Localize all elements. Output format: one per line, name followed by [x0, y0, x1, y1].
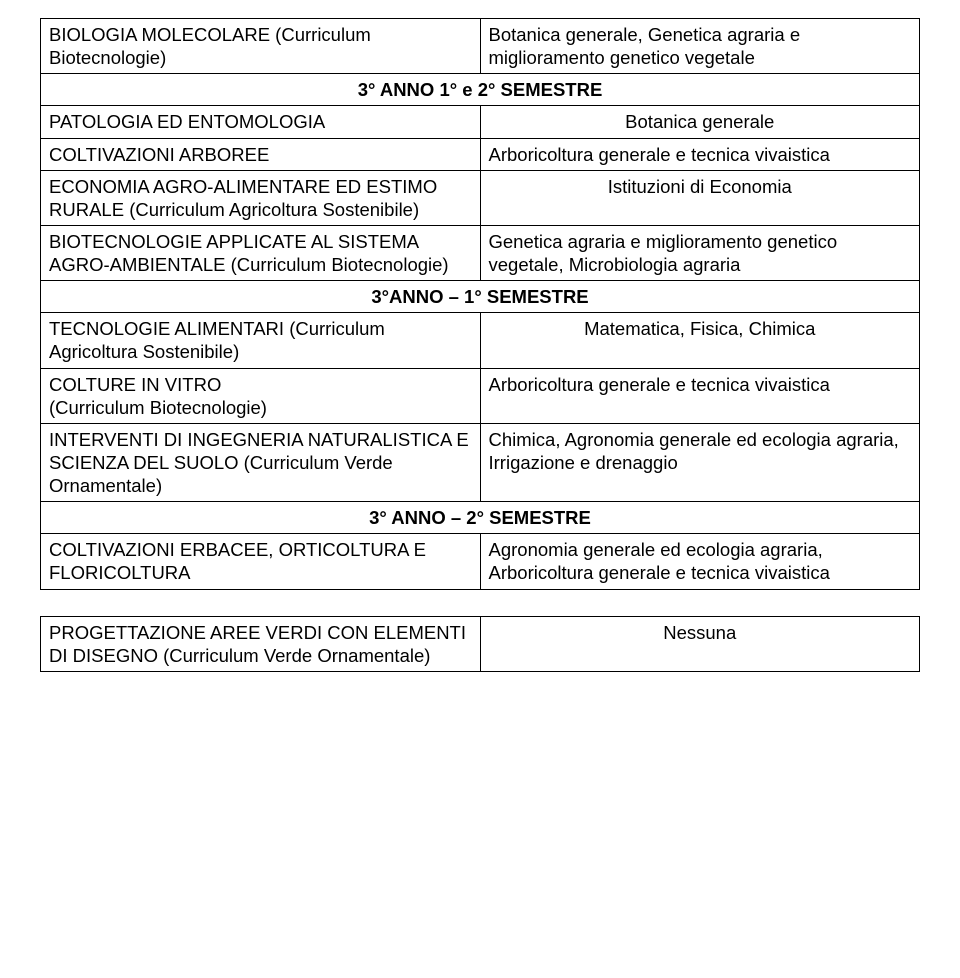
course-name-cell: PATOLOGIA ED ENTOMOLOGIA [41, 106, 481, 138]
prerequisite-cell: Botanica generale [480, 106, 920, 138]
section-header: 3° ANNO 1° e 2° SEMESTRE [41, 74, 920, 106]
prerequisite-cell: Arboricoltura generale e tecnica vivaist… [480, 368, 920, 423]
prerequisite-cell: Matematica, Fisica, Chimica [480, 313, 920, 368]
course-name-cell: COLTIVAZIONI ERBACEE, ORTICOLTURA E FLOR… [41, 534, 481, 589]
prerequisite-cell: Istituzioni di Economia [480, 170, 920, 225]
course-name-cell: COLTIVAZIONI ARBOREE [41, 138, 481, 170]
prerequisite-cell: Genetica agraria e miglioramento genetic… [480, 225, 920, 280]
course-name-cell: COLTURE IN VITRO (Curriculum Biotecnolog… [41, 368, 481, 423]
prerequisite-cell: Nessuna [480, 616, 920, 671]
course-name-cell: ECONOMIA AGRO-ALIMENTARE ED ESTIMO RURAL… [41, 170, 481, 225]
course-name-cell: PROGETTAZIONE AREE VERDI CON ELEMENTI DI… [41, 616, 481, 671]
prerequisite-cell: Arboricoltura generale e tecnica vivaist… [480, 138, 920, 170]
curriculum-table-main: BIOLOGIA MOLECOLARE (Curriculum Biotecno… [40, 18, 920, 590]
section-header: 3° ANNO – 2° SEMESTRE [41, 502, 920, 534]
section-header: 3°ANNO – 1° SEMESTRE [41, 281, 920, 313]
prerequisite-cell: Botanica generale, Genetica agraria e mi… [480, 19, 920, 74]
curriculum-table-secondary: PROGETTAZIONE AREE VERDI CON ELEMENTI DI… [40, 616, 920, 672]
course-name-cell: BIOTECNOLOGIE APPLICATE AL SISTEMA AGRO-… [41, 225, 481, 280]
course-name-cell: INTERVENTI DI INGEGNERIA NATURALISTICA E… [41, 423, 481, 501]
course-name-cell: TECNOLOGIE ALIMENTARI (Curriculum Agrico… [41, 313, 481, 368]
prerequisite-cell: Chimica, Agronomia generale ed ecologia … [480, 423, 920, 501]
prerequisite-cell: Agronomia generale ed ecologia agraria, … [480, 534, 920, 589]
course-name-cell: BIOLOGIA MOLECOLARE (Curriculum Biotecno… [41, 19, 481, 74]
